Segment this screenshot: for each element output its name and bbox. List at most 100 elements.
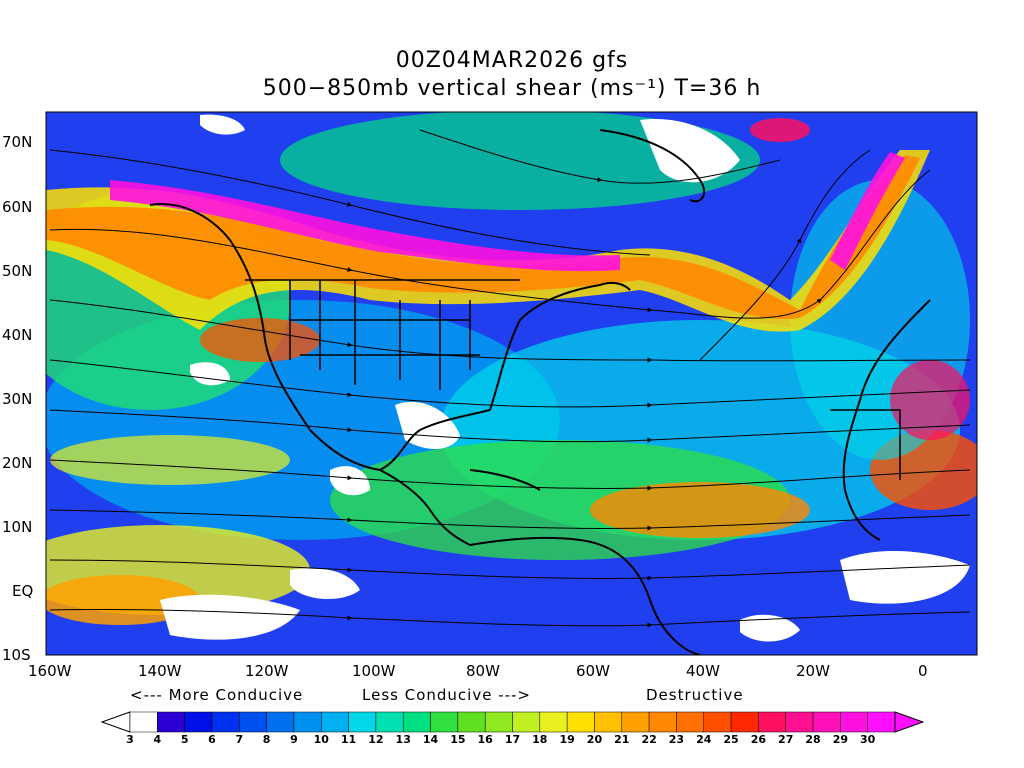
lon-label: 40W [686,662,720,680]
border-africa [830,409,901,480]
colorbar-swatch [703,711,732,733]
colorbar-tick-label: 17 [504,733,521,746]
colorbar-swatch [621,711,650,733]
colorbar-tick-label: 29 [832,733,848,746]
shear-region [280,112,760,210]
colorbar-swatch [648,711,677,733]
colorbar-swatch [730,711,759,733]
colorbar-swatch [867,711,896,733]
colorbar-tick-label: 15 [450,733,466,746]
lat-label: 10S [2,646,31,664]
lat-label: 20N [2,454,33,472]
colorbar-swatch [840,711,868,733]
coastline-south-america [469,536,701,655]
streamlines [49,129,971,628]
low-shear-patch [640,119,740,183]
shear-region [750,118,810,142]
shear-field [46,112,977,655]
colorbar-swatch [566,711,595,733]
colorbar-swatch [375,711,404,733]
colorbar-tick-label: 26 [750,733,767,746]
lat-label: 60N [2,198,33,216]
lat-label: 10N [2,518,33,536]
colorbar-swatch [129,711,158,733]
lon-label: 100W [352,662,396,680]
colorbar-min-arrow [100,711,131,733]
colorbar-tick-label: 23 [668,733,685,746]
colorbar-swatch [430,711,459,733]
jet-core-magenta [830,152,905,270]
colorbar-swatch [812,711,841,733]
lat-label: 70N [2,133,33,151]
colorbar-tick-label: 25 [723,733,739,746]
guide-less-conducive: Less Conducive ---> [362,686,531,704]
colorbar-tick-label: 14 [422,733,439,746]
lon-label: 80W [466,662,500,680]
colorbar-tick-label: 5 [180,733,189,746]
colorbar-swatch [348,711,377,733]
colorbar-swatch [211,711,240,733]
shear-region [50,435,290,485]
coastline-africa [842,299,931,541]
colorbar-swatch [539,711,568,733]
low-shear-patch [840,550,970,604]
lon-label: 20W [796,662,830,680]
colorbar-tick-label: 28 [805,733,821,746]
colorbar-swatch [512,711,541,733]
map-title-line2: 500−850mb vertical shear (ms⁻¹) T=36 h [262,76,762,101]
low-shear-patch [160,594,300,640]
lat-label: 30N [2,390,33,408]
colorbar-swatch [266,711,295,733]
colorbar-tick-label: 6 [208,733,216,746]
colorbar-tick-label: 21 [614,733,630,746]
colorbar-tick-label: 12 [368,733,384,746]
colorbar-max-arrow [894,711,925,733]
colorbar-tick-label: 10 [313,733,329,746]
lon-label: 160W [28,662,72,680]
colorbar-tick-label: 20 [586,733,603,746]
streamline [49,608,971,628]
colorbar-swatch [321,711,349,733]
colorbar-tick-label: 16 [477,733,493,746]
colorbar-tick-label: 4 [153,733,162,746]
colorbar-swatch [239,711,267,733]
colorbar-tick-label: 7 [235,733,244,746]
colorbar-tick-label: 22 [641,733,657,746]
streamline [49,509,971,531]
colorbar-swatch [184,711,213,733]
map-title-line1: 00Z04MAR2026 gfs [395,48,629,73]
colorbar-swatch [484,711,513,733]
guide-destructive: Destructive [646,686,744,704]
colorbar-tick-label: 24 [696,733,712,746]
colorbar-tick-label: 18 [532,733,548,746]
streamline [49,459,971,491]
coastline-greenland [599,129,706,203]
streamline [49,359,971,408]
lon-label: 60W [576,662,610,680]
colorbar-tick-label: 19 [559,733,575,746]
lon-label: 140W [138,662,182,680]
streamline [49,299,971,363]
streamline [49,559,971,581]
low-shear-patch [290,568,360,600]
lat-label: 50N [2,262,33,280]
colorbar-tick-label: 11 [340,733,357,746]
colorbar-swatch [157,711,185,733]
lon-label: 120W [245,662,289,680]
lat-label: 40N [2,326,33,344]
streamline [419,129,781,184]
streamline [49,169,931,319]
streamline [699,149,871,361]
colorbar-tick-label: 30 [860,733,876,746]
colorbar-swatch [293,711,322,733]
colorbar-tick-label: 8 [262,733,271,746]
colorbar-swatch [457,711,486,733]
low-shear-patch [200,114,245,135]
colorbar-tick-label: 9 [290,733,298,746]
guide-more-conducive: <--- More Conducive [130,686,304,704]
colorbar-swatch [785,711,814,733]
colorbar-tick-label: 13 [395,733,411,746]
coastline-gulf [309,409,491,472]
colorbar-swatch [594,711,623,733]
